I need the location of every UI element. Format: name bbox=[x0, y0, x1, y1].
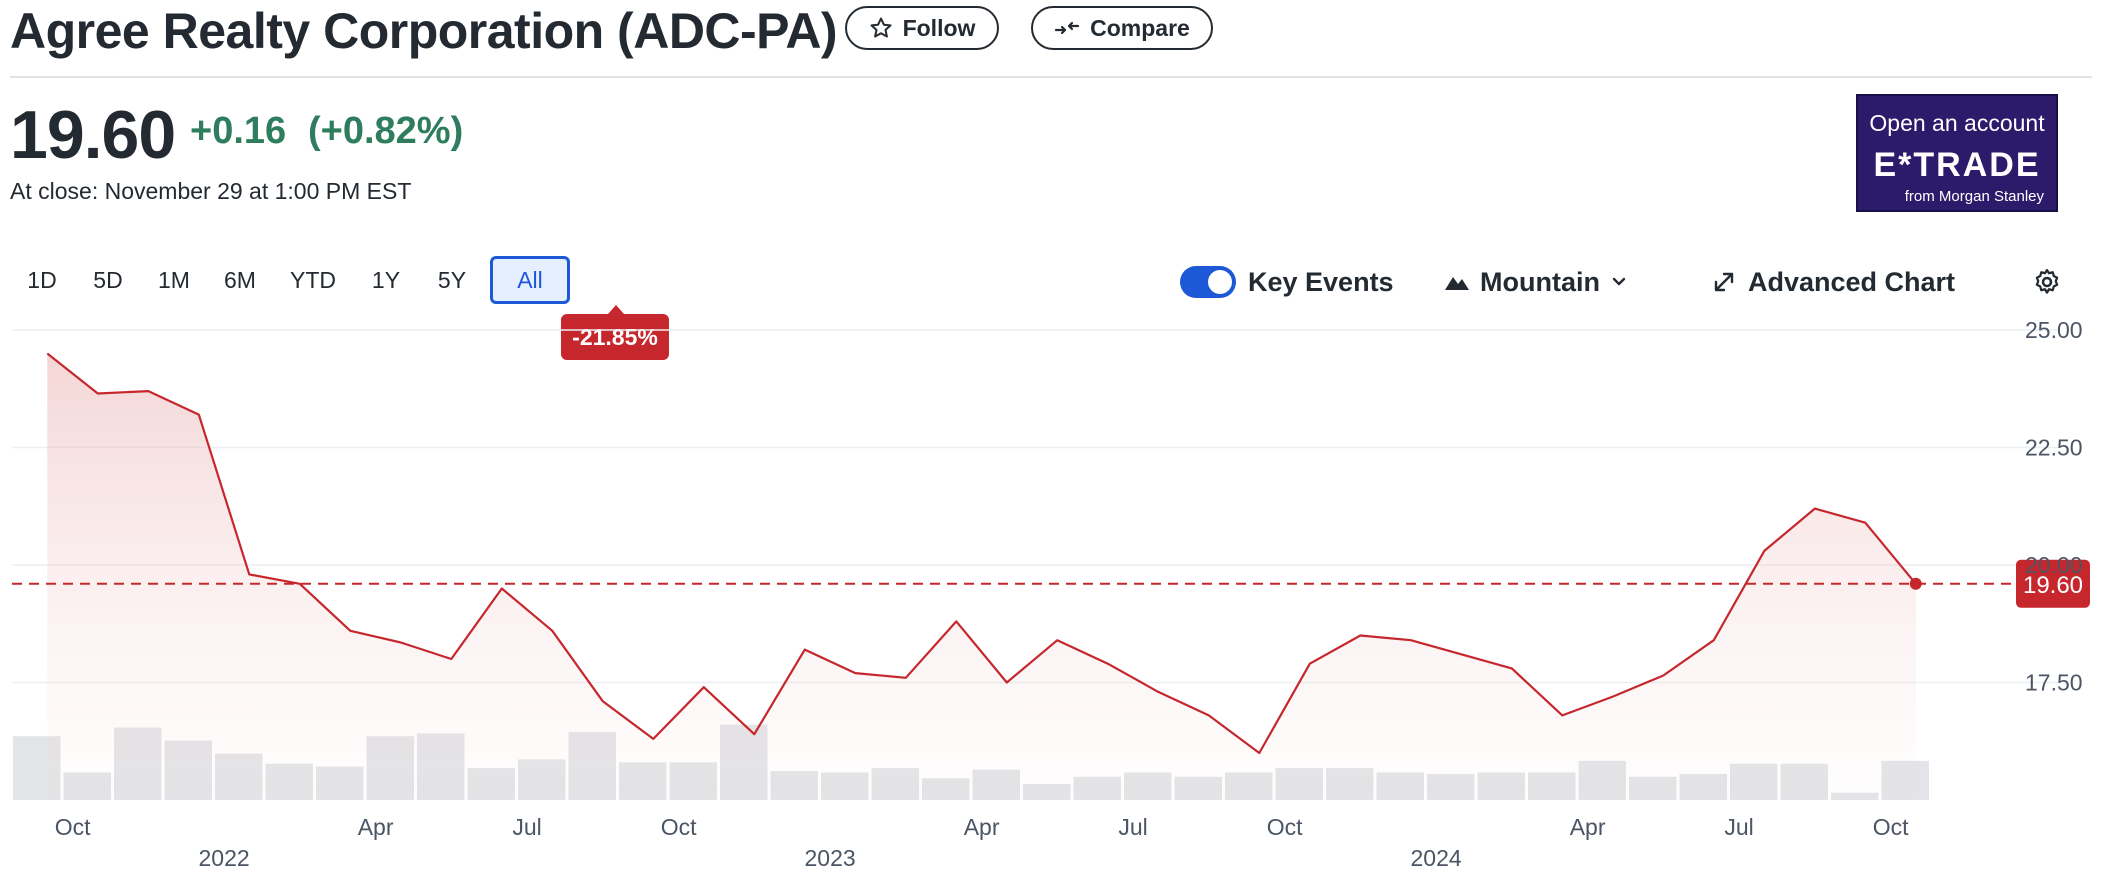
header-divider bbox=[10, 76, 2092, 78]
ad-open-account: Open an account bbox=[1869, 110, 2045, 136]
x-tick-label: Jul bbox=[1724, 814, 1753, 840]
price-area-fill bbox=[47, 353, 1916, 800]
mountain-icon bbox=[1445, 277, 1469, 290]
price-change: +0.16 bbox=[190, 110, 287, 152]
settings-button[interactable] bbox=[2032, 262, 2062, 302]
last-price: 19.60 bbox=[10, 97, 176, 173]
x-year-label: 2023 bbox=[805, 845, 856, 871]
y-tick-label: 25.00 bbox=[2025, 320, 2083, 343]
y-tick-label: 17.50 bbox=[2025, 670, 2083, 696]
price-line bbox=[46, 352, 1917, 755]
range-1y[interactable]: 1Y bbox=[371, 266, 401, 293]
chart-type-label: Mountain bbox=[1480, 266, 1600, 297]
advanced-chart-button[interactable]: Advanced Chart bbox=[1712, 262, 1955, 302]
x-tick-label: Apr bbox=[1570, 814, 1606, 840]
last-price-dot bbox=[1909, 577, 1922, 590]
y-tick-label: 20.00 bbox=[2025, 552, 2083, 578]
chart-type-dropdown[interactable]: Mountain bbox=[1444, 262, 1628, 302]
follow-button[interactable]: Follow bbox=[845, 6, 999, 50]
x-tick-label: Jul bbox=[512, 814, 541, 840]
ad-subtitle: from Morgan Stanley bbox=[1904, 188, 2044, 205]
range-5y[interactable]: 5Y bbox=[437, 266, 467, 293]
range-all[interactable]: All bbox=[490, 256, 570, 304]
range-1d[interactable]: 1D bbox=[27, 266, 57, 293]
gear-icon bbox=[2035, 269, 2059, 294]
price-change-percent: (+0.82%) bbox=[308, 110, 464, 152]
toggle-switch[interactable] bbox=[1180, 266, 1236, 298]
x-tick-label: Oct bbox=[1267, 814, 1303, 840]
etrade-ad[interactable]: Open an account E*TRADE from Morgan Stan… bbox=[1856, 94, 2058, 212]
range-selector: 1D 5D 1M 6M YTD 1Y 5Y All bbox=[14, 254, 580, 306]
x-tick-label: Apr bbox=[358, 814, 394, 840]
range-ytd[interactable]: YTD bbox=[290, 266, 336, 293]
key-events-toggle[interactable]: Key Events bbox=[1180, 262, 1394, 302]
x-tick-label: Apr bbox=[964, 814, 1000, 840]
advanced-chart-label: Advanced Chart bbox=[1748, 266, 1956, 297]
range-1m[interactable]: 1M bbox=[158, 266, 190, 293]
price-chart[interactable]: 19.60 25.00 22.50 20.00 17.50 Oct Apr Jul Oct A… bbox=[0, 320, 2110, 888]
range-change-badge: -21.85% bbox=[561, 305, 669, 360]
expand-icon bbox=[1714, 272, 1734, 292]
x-year-label: 2024 bbox=[1411, 845, 1462, 871]
range-5d[interactable]: 5D bbox=[93, 266, 123, 293]
chevron-down-icon bbox=[1612, 277, 1626, 286]
x-tick-label: Oct bbox=[1873, 814, 1909, 840]
x-year-label: 2022 bbox=[199, 845, 250, 871]
compare-label: Compare bbox=[1090, 14, 1190, 41]
y-tick-label: 22.50 bbox=[2025, 435, 2083, 461]
compare-icon bbox=[1055, 21, 1080, 35]
x-tick-label: Oct bbox=[55, 814, 91, 840]
star-icon bbox=[870, 17, 892, 38]
last-price-badge bbox=[2016, 559, 2090, 608]
ad-brand-logo: E*TRADE bbox=[1873, 146, 2041, 184]
close-time: At close: November 29 at 1:00 PM EST bbox=[10, 178, 412, 204]
x-tick-label: Oct bbox=[661, 814, 697, 840]
follow-label: Follow bbox=[902, 14, 976, 41]
last-price-badge-label: 19.60 bbox=[2023, 572, 2083, 599]
key-events-label: Key Events bbox=[1248, 266, 1394, 297]
range-6m[interactable]: 6M bbox=[224, 266, 256, 293]
compare-button[interactable]: Compare bbox=[1031, 6, 1213, 50]
page-title: Agree Realty Corporation (ADC-PA) bbox=[10, 3, 838, 59]
x-tick-label: Jul bbox=[1118, 814, 1147, 840]
